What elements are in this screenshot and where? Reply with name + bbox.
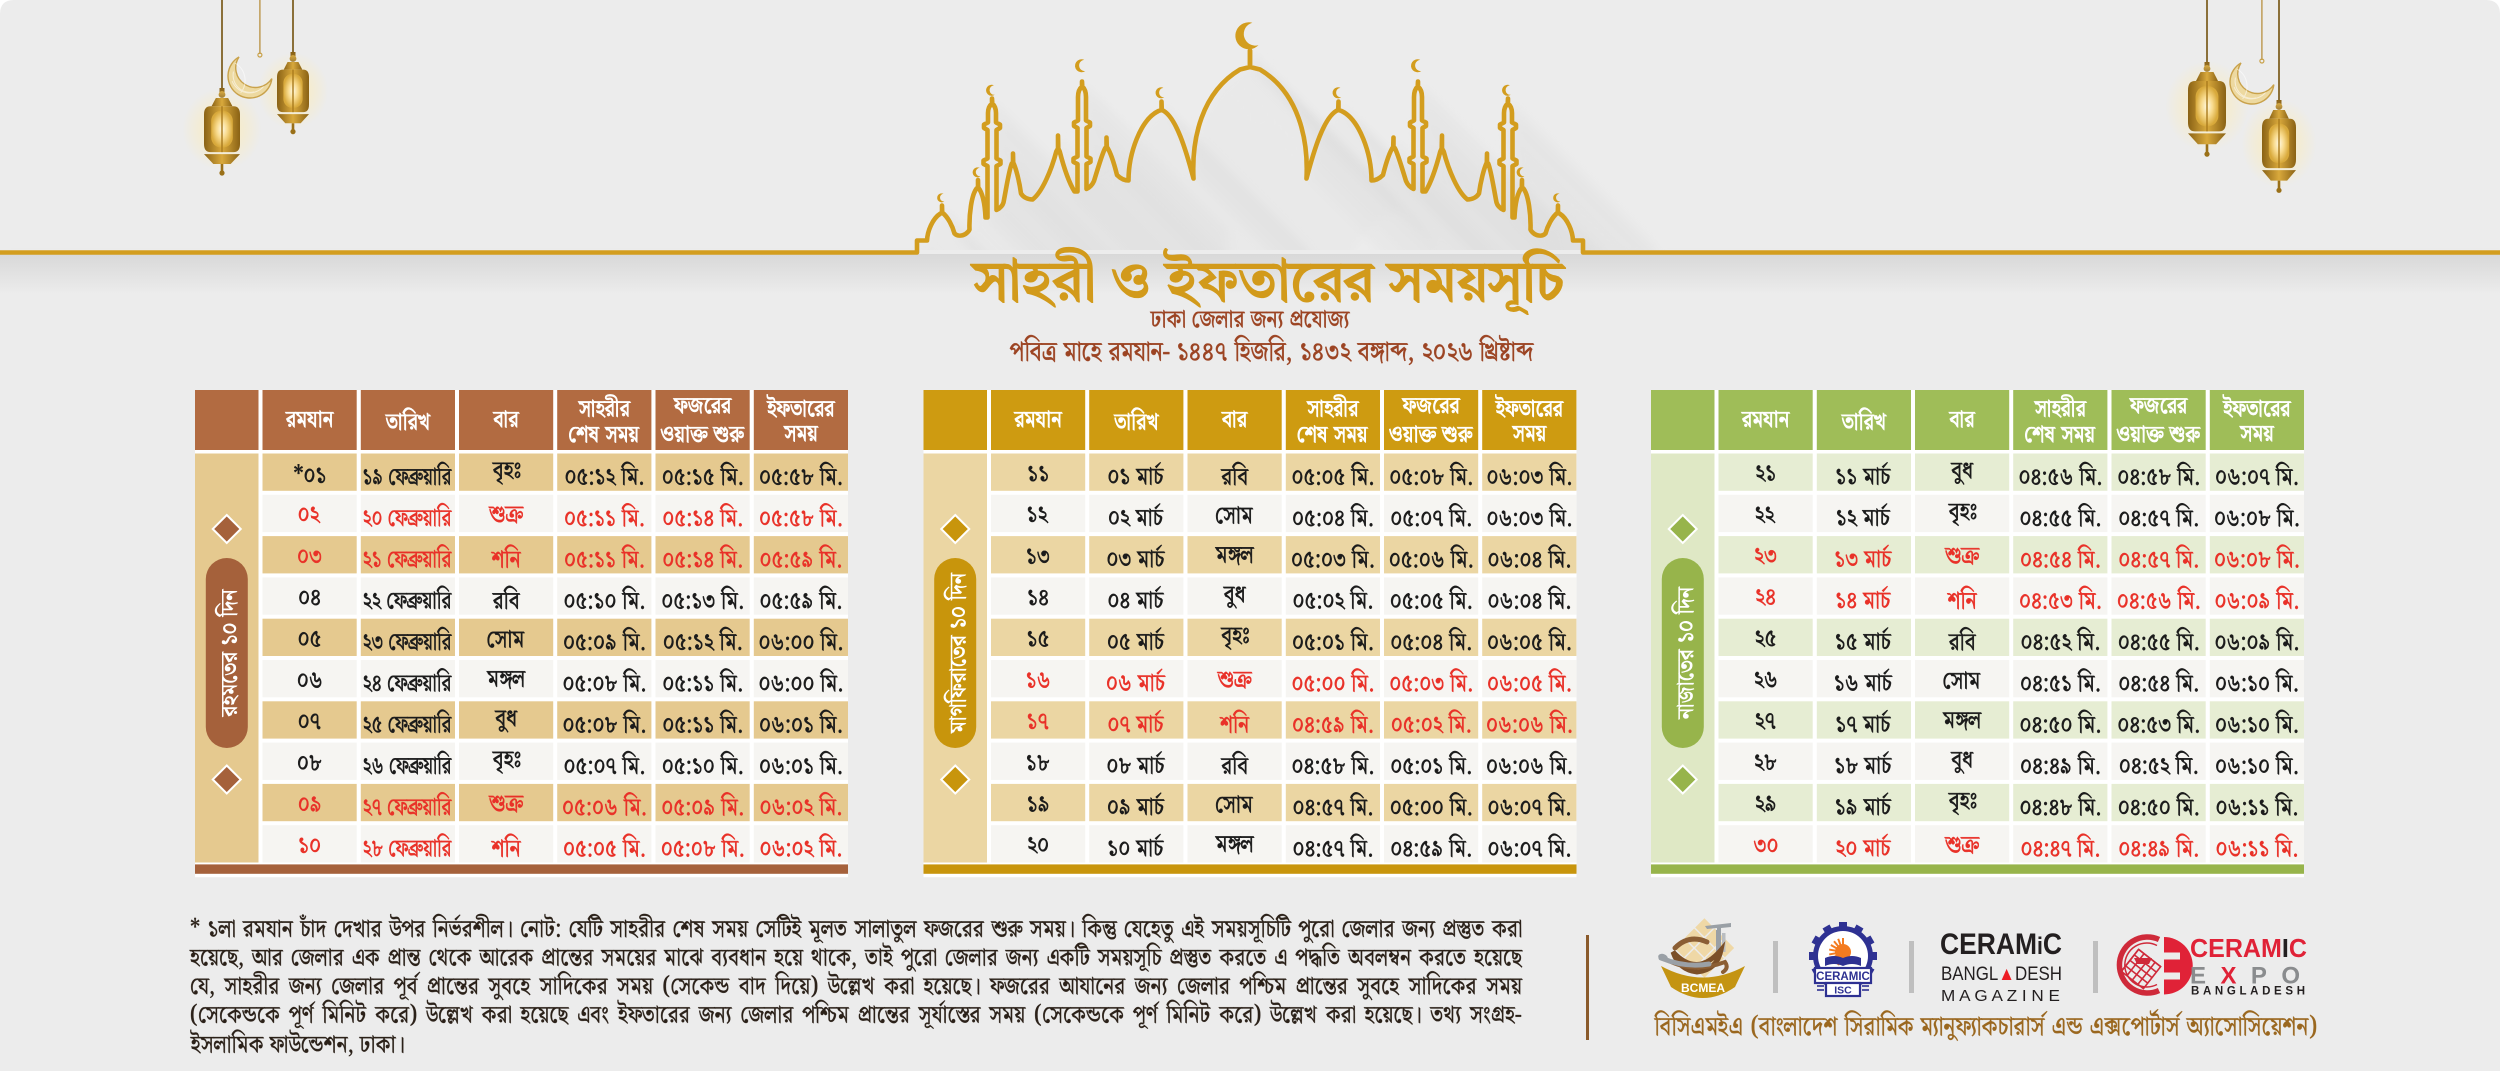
svg-text:CERAMiC: CERAMiC [1940,928,2062,961]
svg-text:CERAMIC: CERAMIC [1816,971,1870,983]
svg-text:BCMEA: BCMEA [1681,981,1725,995]
svg-text:M A G A Z I N E: M A G A Z I N E [1941,988,2060,1005]
svg-text:BANGL▲DESH: BANGL▲DESH [1941,964,2062,985]
svg-text:ISC: ISC [1834,985,1852,997]
svg-text:CERAMIC: CERAMIC [2190,933,2307,963]
